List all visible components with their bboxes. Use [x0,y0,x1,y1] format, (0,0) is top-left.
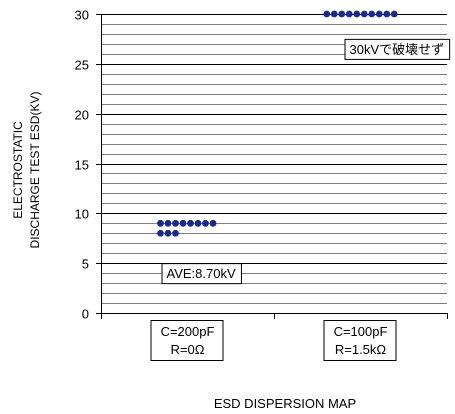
annotation-label: 30kVで破壊せず [350,42,445,57]
y-tick-label: 5 [82,257,89,272]
data-point [390,10,398,18]
data-point [194,219,202,227]
y-tick-label: 25 [75,58,89,73]
data-point [172,219,179,227]
data-point [345,10,353,18]
y-tick-label: 15 [75,158,89,173]
annotation-box [344,38,451,60]
y-axis-label-line-2: DISCHARGE TEST ESD(KV) [28,92,42,249]
data-point [157,219,164,227]
data-point [164,229,172,237]
data-point [172,229,179,237]
data-point [338,10,346,18]
y-tick-label: 10 [75,207,89,222]
category-label-box [150,320,224,361]
data-point [323,10,331,18]
data-point [164,219,172,227]
plot-area: 0 5 10 15 20 25 30 C=200pF R=0Ω C=100pF R=1.5kΩ AVE… [75,8,451,361]
data-point [383,10,391,18]
y-tick-label: 0 [82,307,89,322]
category-label-line-2: R=0Ω [171,342,205,357]
category-label-line-2: R=1.5kΩ [335,342,387,357]
annotation-label: AVE:8.70kV [167,266,236,281]
category-label-box [323,320,397,361]
data-point [368,10,376,18]
y-axis-label-line-1: ELECTROSTATIC [11,121,25,219]
category-label-line-1: C=100pF [334,324,388,339]
data-point [202,219,209,227]
data-point [187,219,194,227]
data-point [179,219,187,227]
y-axis-label: ELECTROSTATIC DISCHARGE TEST ESD(KV) [11,92,42,249]
annotation-box [161,263,242,285]
y-tick-label: 20 [75,108,89,123]
data-point [330,10,338,18]
x-axis-label: ESD DISPERSION MAP [214,396,356,411]
category-label-line-1: C=200pF [161,324,215,339]
data-point [157,229,164,237]
y-tick-label: 30 [75,8,89,23]
data-point [353,10,361,18]
data-point [209,219,217,227]
data-point [360,10,368,18]
data-point [375,10,383,18]
